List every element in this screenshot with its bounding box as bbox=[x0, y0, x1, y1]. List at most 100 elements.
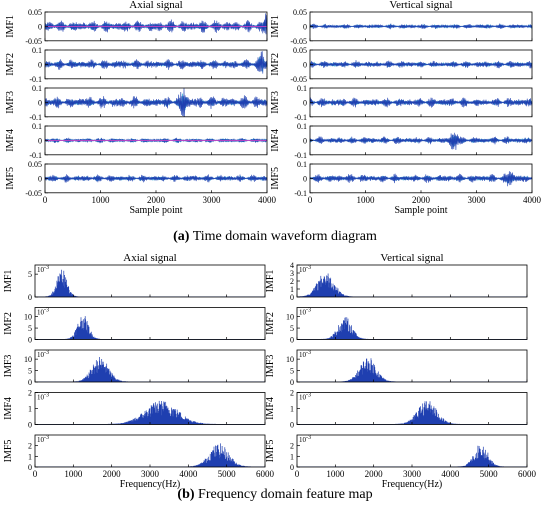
panel-name: IMF1 bbox=[270, 15, 281, 38]
spectrum-trace bbox=[296, 358, 528, 382]
panel-name: IMF1 bbox=[3, 270, 14, 293]
y-tick-label: 0.1 bbox=[297, 160, 307, 169]
panel-imf2: 10-3 0 5 10 IMF2 bbox=[265, 307, 528, 345]
y-tick-label: 0 bbox=[290, 293, 294, 302]
chart-title: Axial signal bbox=[123, 252, 176, 264]
panel-name: IMF1 bbox=[5, 15, 16, 38]
y-tick-label: 0 bbox=[28, 378, 32, 387]
signal-trace bbox=[44, 137, 268, 144]
spectrum-trace bbox=[296, 401, 528, 425]
x-tick-label: 3000 bbox=[403, 469, 422, 479]
exponent-superscript: -3 bbox=[306, 435, 311, 441]
y-tick-label: -0.1 bbox=[294, 113, 307, 122]
y-tick-label: 2 bbox=[28, 442, 32, 451]
panel-imf4: -0.1 0 0.1 IMF4 bbox=[5, 122, 268, 160]
y-tick-label: -0.1 bbox=[29, 151, 42, 160]
signal-trace-light bbox=[44, 93, 268, 111]
chart-title: Axial signal bbox=[129, 0, 182, 11]
panel-frame bbox=[296, 349, 528, 383]
y-tick-label: 0 bbox=[28, 293, 32, 302]
x-tick-label: 6000 bbox=[518, 469, 537, 479]
exponent-superscript: -3 bbox=[44, 265, 49, 271]
panel-name: IMF2 bbox=[265, 312, 276, 335]
spectrum-trace bbox=[296, 273, 528, 297]
x-axis-label: Sample point bbox=[394, 205, 447, 216]
y-tick-label: 4 bbox=[290, 261, 294, 270]
chart-time-axial-signal: Axial signal-0.0500.05IMF1-0.100.1IMF2-0… bbox=[5, 0, 277, 216]
exponent-label: 10-3 bbox=[299, 393, 311, 402]
y-tick-label: 0 bbox=[303, 98, 307, 107]
panel-imf3: 10-3 0 5 10 IMF3 bbox=[265, 349, 528, 387]
x-tick-label: 4000 bbox=[258, 195, 277, 205]
x-tick-label: 0 bbox=[308, 195, 313, 205]
y-tick-label: 2 bbox=[290, 389, 294, 398]
y-tick-label: 0 bbox=[28, 463, 32, 472]
panel-name: IMF3 bbox=[5, 91, 16, 114]
panel-name: IMF3 bbox=[3, 355, 14, 378]
y-tick-label: 0.1 bbox=[32, 46, 42, 55]
x-tick-label: 1000 bbox=[64, 469, 83, 479]
chart-time-vertical-signal: Vertical signal -0.05 0 0.05 IMF1 -0.05 0 0.05 I… bbox=[270, 0, 542, 216]
panel-imf3: 10-3 0 5 10 IMF3 bbox=[3, 349, 266, 387]
y-tick-label: 10 bbox=[24, 313, 32, 322]
y-tick-label: 0 bbox=[290, 378, 294, 387]
y-tick-label: 0 bbox=[290, 421, 294, 430]
y-tick-label: 0 bbox=[38, 22, 42, 31]
x-tick-label: 2000 bbox=[365, 469, 384, 479]
x-tick-label: 4000 bbox=[179, 469, 198, 479]
exponent-label: 10-3 bbox=[37, 435, 49, 444]
x-axis-label: Frequency(Hz) bbox=[120, 479, 181, 490]
panel-name: IMF5 bbox=[265, 440, 276, 463]
exponent-label: 10-3 bbox=[37, 393, 49, 402]
x-tick-label: 2000 bbox=[147, 195, 166, 205]
y-tick-label: 0 bbox=[28, 336, 32, 345]
panel-imf3: -0.1 0 0.1 IMF3 bbox=[5, 84, 268, 122]
y-tick-label: 0 bbox=[38, 60, 42, 69]
caption-a-label: (a) bbox=[173, 229, 190, 244]
panel-imf1: 10-3 0 5 IMF1 bbox=[3, 264, 266, 302]
y-tick-label: 2 bbox=[290, 442, 294, 451]
x-tick-label: 2000 bbox=[103, 469, 122, 479]
exponent-label: 10-3 bbox=[37, 265, 49, 274]
y-tick-label: 0.05 bbox=[28, 8, 42, 17]
spectrum-trace bbox=[296, 317, 528, 340]
y-tick-label: -0.1 bbox=[294, 151, 307, 160]
panel-name: IMF3 bbox=[265, 355, 276, 378]
x-tick-label: 6000 bbox=[256, 469, 275, 479]
x-axis-label: Frequency(Hz) bbox=[382, 479, 443, 490]
y-tick-label: 3 bbox=[290, 269, 294, 278]
x-tick-label: 5000 bbox=[480, 469, 499, 479]
chart-freq-axial-signal: Axial signal10-305IMF110-30510IMF210-305… bbox=[3, 252, 275, 490]
panel-imf2: -0.1 0 0.1 IMF2 bbox=[5, 46, 268, 84]
y-tick-label: 1 bbox=[28, 405, 32, 414]
y-tick-label: 0.1 bbox=[297, 84, 307, 93]
exponent-label: 10-3 bbox=[299, 350, 311, 359]
panel-name: IMF2 bbox=[3, 312, 14, 335]
caption-a-text: Time domain waveform diagram bbox=[192, 229, 377, 244]
x-axis-label: Sample point bbox=[129, 205, 182, 216]
y-tick-label: 0 bbox=[290, 336, 294, 345]
exponent-label: 10-3 bbox=[299, 308, 311, 317]
exponent-superscript: -3 bbox=[44, 350, 49, 356]
x-tick-label: 2000 bbox=[412, 195, 431, 205]
signal-trace-light bbox=[44, 56, 268, 72]
y-tick-label: 0.05 bbox=[28, 160, 42, 169]
panel-name: IMF5 bbox=[3, 440, 14, 463]
y-tick-label: 0.1 bbox=[297, 122, 307, 131]
panel-name: IMF5 bbox=[5, 167, 16, 190]
panel-imf3: -0.1 0 0.1 IMF3 bbox=[270, 84, 533, 122]
y-tick-label: 0.05 bbox=[293, 8, 307, 17]
y-tick-label: 0 bbox=[290, 463, 294, 472]
panel-imf4: 10-3 0 1 2 IMF4 bbox=[3, 389, 266, 430]
spectrum-trace bbox=[296, 445, 528, 467]
y-tick-label: 1 bbox=[290, 452, 294, 461]
y-tick-label: 10 bbox=[286, 313, 294, 322]
signal-trace bbox=[44, 51, 268, 74]
panel-imf4: 10-3 0 1 2 IMF4 bbox=[265, 389, 528, 430]
y-tick-label: 0 bbox=[303, 22, 307, 31]
panel-name: IMF4 bbox=[270, 129, 281, 152]
signal-trace bbox=[309, 97, 533, 108]
y-tick-label: 0 bbox=[28, 421, 32, 430]
